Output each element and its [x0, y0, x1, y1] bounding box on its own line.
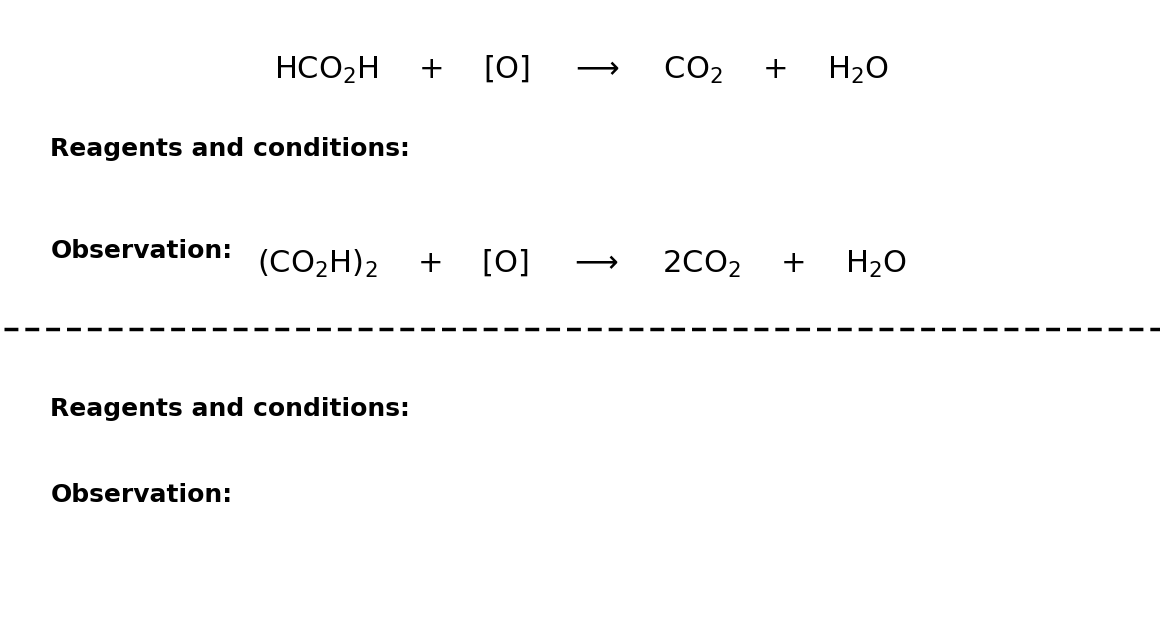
- Text: $\mathregular{(CO_2H)_2}$    +    [O]    $\longrightarrow$    $\mathregular{2CO_: $\mathregular{(CO_2H)_2}$ + [O] $\longri…: [257, 248, 907, 280]
- Text: Observation:: Observation:: [50, 483, 233, 507]
- Text: Reagents and conditions:: Reagents and conditions:: [50, 137, 410, 161]
- Text: Observation:: Observation:: [50, 239, 233, 263]
- Text: $\mathregular{HCO_2H}$    +    [O]    $\longrightarrow$    $\mathregular{CO_2}$ : $\mathregular{HCO_2H}$ + [O] $\longright…: [275, 53, 889, 85]
- Text: Reagents and conditions:: Reagents and conditions:: [50, 397, 410, 421]
